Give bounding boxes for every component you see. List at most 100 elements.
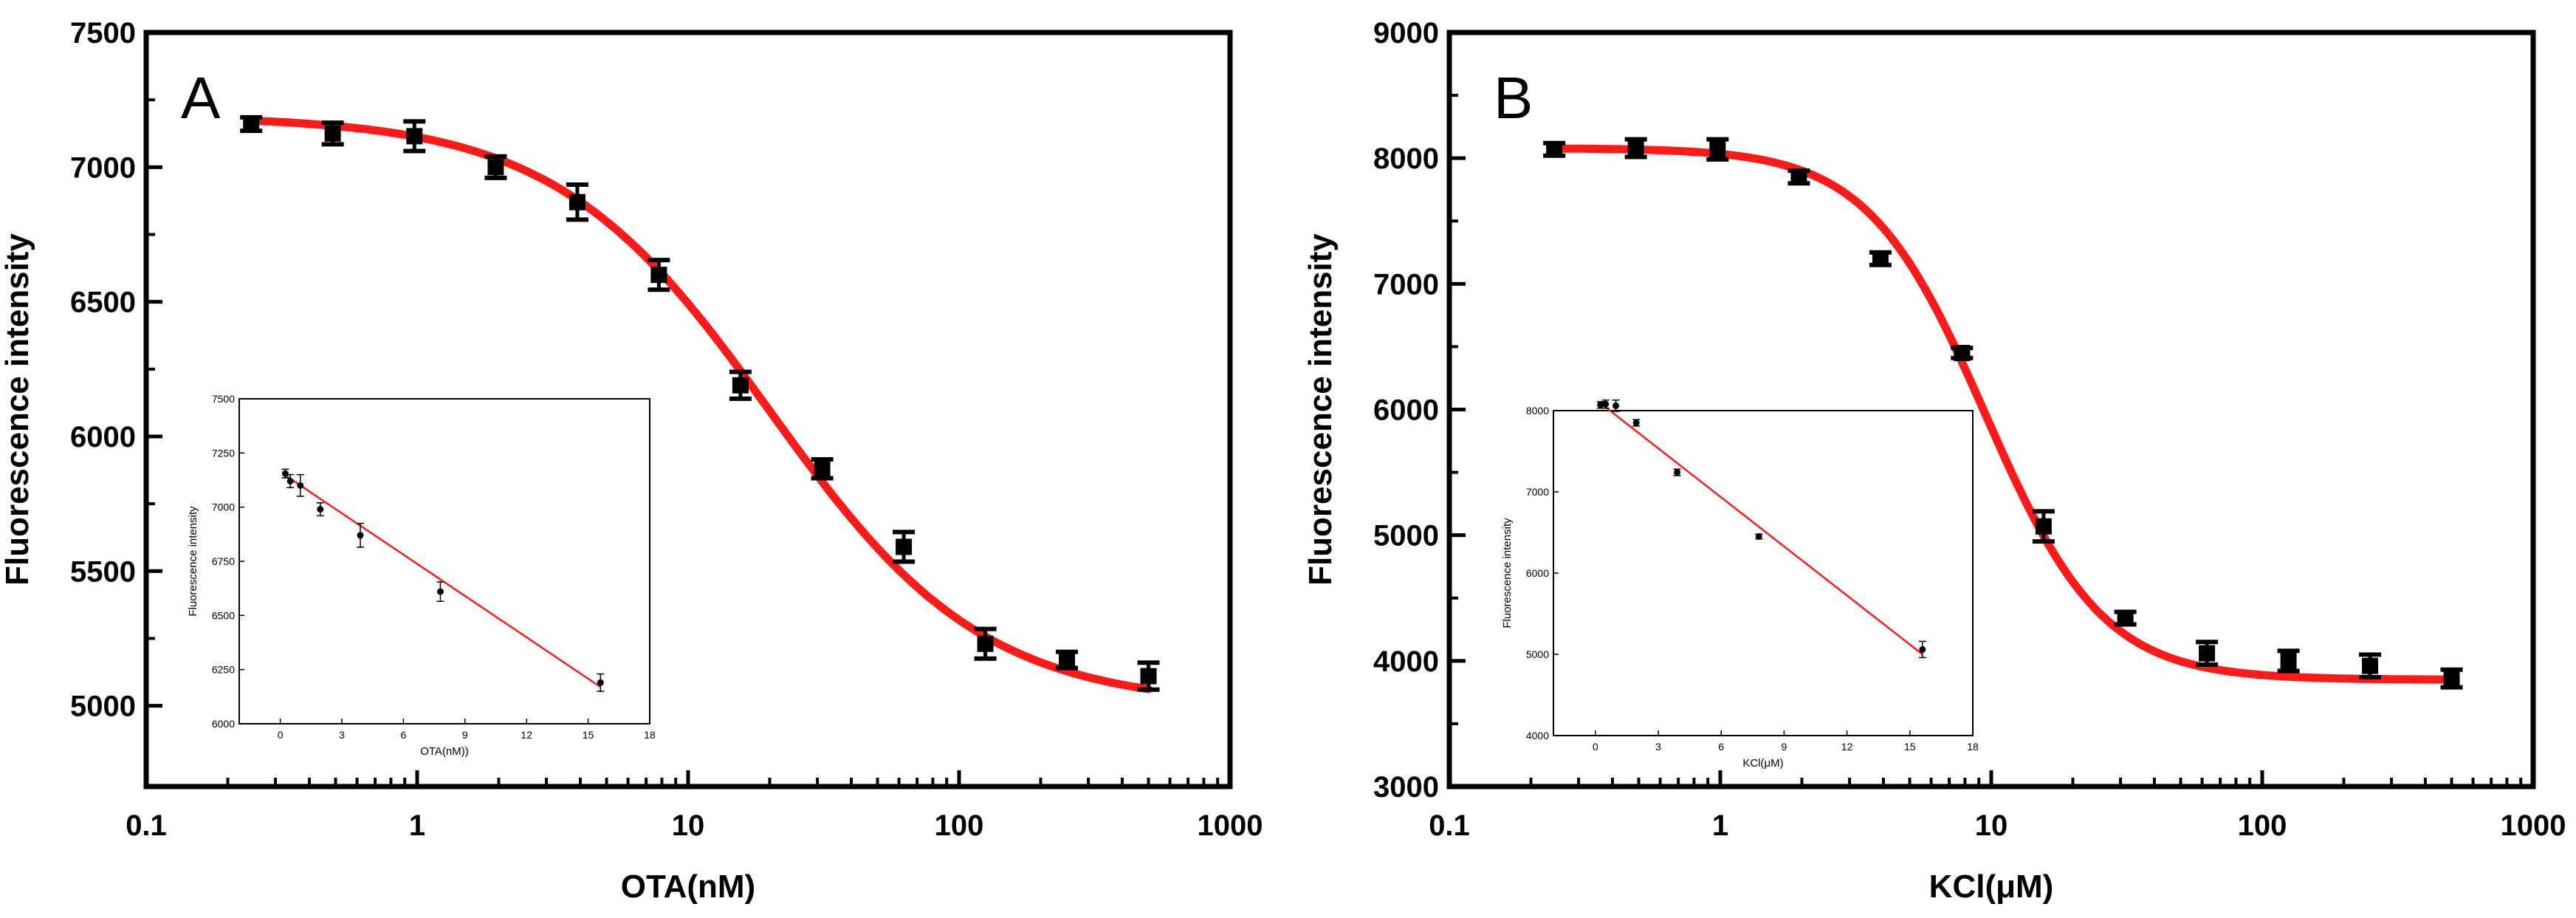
chart1-y-tick-label: 8000	[1373, 143, 1439, 175]
chart0-inset-y-tick-label: 6000	[212, 718, 235, 730]
chart1-inset-data-point	[1597, 401, 1604, 408]
chart0-inset-x-tick-label: 9	[462, 729, 468, 741]
chart0-inset-x-axis-label: OTA(nM))	[420, 745, 469, 758]
chart1-inset-data-point	[1632, 419, 1640, 426]
chart0-data-point	[814, 460, 831, 477]
chart0-inset-x-tick-label: 0	[278, 729, 284, 741]
chart0-inset-x-tick-label: 12	[521, 729, 532, 741]
chart1-y-tick-label: 3000	[1373, 771, 1439, 804]
chart1-data-point	[1627, 140, 1644, 157]
chart0-inset-data-point	[597, 679, 604, 686]
chart0-x-tick-label: 0.1	[126, 809, 167, 842]
chart1-y-tick-label: 9000	[1373, 17, 1439, 49]
panel-a: 0.1 1 10 100 1000 5000 5500 6000 6500 7000 7500 OTA…	[0, 17, 1263, 905]
chart1-inset-x-tick-label: 0	[1593, 741, 1598, 753]
chart1-y-tick-label: 7000	[1373, 268, 1439, 301]
chart0-inset-data-point	[317, 506, 324, 513]
chart0-y-tick-label: 5500	[70, 555, 136, 588]
chart1-data-point	[2443, 670, 2460, 687]
chart0-panel-label: A	[181, 65, 221, 131]
chart0-y-tick-label: 7500	[70, 17, 136, 49]
chart0-data-point	[569, 193, 585, 210]
chart0-inset-x-tick-label: 6	[401, 729, 407, 741]
chart0-data-point	[487, 159, 504, 176]
chart0-inset-data-point	[286, 477, 294, 484]
chart0-data-point	[324, 125, 341, 142]
chart0-data-point	[977, 635, 994, 652]
chart0-inset-data-point	[436, 588, 444, 595]
chart0-inset-x-tick-label: 15	[583, 729, 594, 741]
chart1-y-tick-label: 4000	[1373, 645, 1439, 678]
chart1-inset-data-point	[1919, 645, 1926, 653]
chart0-data-point	[406, 128, 423, 145]
chart0-inset-y-tick-label: 6500	[212, 609, 235, 621]
chart0-inset-y-tick-label: 6750	[212, 555, 235, 567]
chart0-fit-curve	[247, 116, 1153, 693]
chart1-data-point	[1954, 344, 1971, 361]
chart1-inset-x-tick-label: 18	[1967, 741, 1979, 753]
chart0-inset-x-tick-label: 3	[339, 729, 345, 741]
chart0-inset-y-tick-label: 6250	[212, 664, 235, 676]
chart1-inset-x-tick-label: 3	[1655, 741, 1661, 753]
chart0-inset-frame	[238, 398, 650, 725]
chart0-x-tick-label: 1	[409, 809, 425, 842]
chart0-data-point	[896, 538, 913, 555]
chart1-inset-fit-line	[1598, 402, 1923, 655]
chart1-x-tick-label: 100	[2238, 809, 2287, 842]
chart0-inset-y-axis-label: Fluorescence intensity	[187, 506, 199, 617]
chart1-inset-y-tick-label: 6000	[1526, 567, 1549, 579]
chart0-data-point	[732, 377, 749, 394]
chart1-inset-y-axis-label: Fluorescence intensity	[1501, 518, 1514, 628]
chart1-inset-frame	[1553, 410, 1974, 736]
chart0-y-axis-label: Fluorescence intensity	[0, 233, 35, 586]
chart1-data-point	[2199, 645, 2216, 662]
chart1-inset-y-tick-label: 8000	[1526, 405, 1549, 417]
chart0-inset-data-point	[297, 482, 304, 489]
chart0-inset-y-tick-label: 7500	[212, 393, 235, 405]
chart0-inset-data-point	[281, 470, 289, 477]
chart0-data-point	[1059, 651, 1076, 668]
chart0-x-tick-label: 100	[935, 809, 984, 842]
chart0-inset-x-tick-label: 18	[644, 729, 656, 741]
chart1-data-point	[1790, 168, 1807, 185]
chart1-inset-data-point	[1755, 533, 1762, 540]
panel-b: 0.1 1 10 100 1000 3000 4000 5000 6000 7000 8000 900…	[1302, 17, 2566, 905]
chart1-data-point	[2035, 518, 2052, 535]
chart1-inset-x-tick-label: 15	[1904, 741, 1916, 753]
chart0-x-tick-label: 1000	[1198, 809, 1263, 842]
chart1-inset-x-axis-label: KCl(μM)	[1742, 757, 1783, 770]
chart0-y-tick-label: 6000	[70, 421, 136, 453]
chart0-y-tick-label: 5000	[70, 691, 136, 723]
chart1-data-point	[1546, 141, 1563, 158]
chart1-inset-y-tick-label: 7000	[1526, 486, 1549, 498]
chart0-y-tick-label: 7000	[70, 151, 136, 184]
chart0-inset-data-point	[357, 532, 364, 539]
chart1-data-point	[1709, 141, 1726, 158]
chart0-data-point	[1140, 668, 1157, 685]
chart1-inset-y-tick-label: 4000	[1526, 730, 1549, 741]
chart1-inset-data-point	[1602, 400, 1610, 408]
chart1-inset-x-tick-label: 9	[1782, 741, 1787, 753]
chart1-x-axis-label: KCl(μM)	[1929, 869, 2054, 905]
chart0-x-axis-label: OTA(nM)	[621, 869, 755, 905]
chart0-data-point	[650, 267, 667, 284]
chart1-data-point	[2362, 657, 2379, 674]
chart0-x-tick-label: 10	[672, 809, 705, 842]
chart1-x-tick-label: 1000	[2501, 809, 2566, 842]
chart1-x-tick-label: 1	[1712, 809, 1728, 842]
chart0-inset-y-tick-label: 7250	[212, 447, 235, 459]
chart0-y-tick-label: 6500	[70, 287, 136, 319]
chart1-x-tick-label: 10	[1975, 809, 2008, 842]
chart1-x-tick-label: 0.1	[1429, 809, 1470, 842]
chart1-y-axis-label: Fluorescence intensity	[1302, 233, 1339, 586]
chart1-inset-data-point	[1674, 469, 1681, 476]
chart1-inset-x-tick-label: 12	[1841, 741, 1853, 753]
chart1-inset-y-tick-label: 5000	[1526, 648, 1549, 660]
chart0-inset-fit-line	[284, 473, 601, 688]
chart0-inset-y-tick-label: 7000	[212, 501, 235, 513]
chart1-data-point	[2117, 609, 2134, 626]
chart1-fit-curve	[1550, 144, 2456, 684]
chart1-y-tick-label: 6000	[1373, 394, 1439, 427]
chart1-data-point	[2280, 652, 2297, 669]
